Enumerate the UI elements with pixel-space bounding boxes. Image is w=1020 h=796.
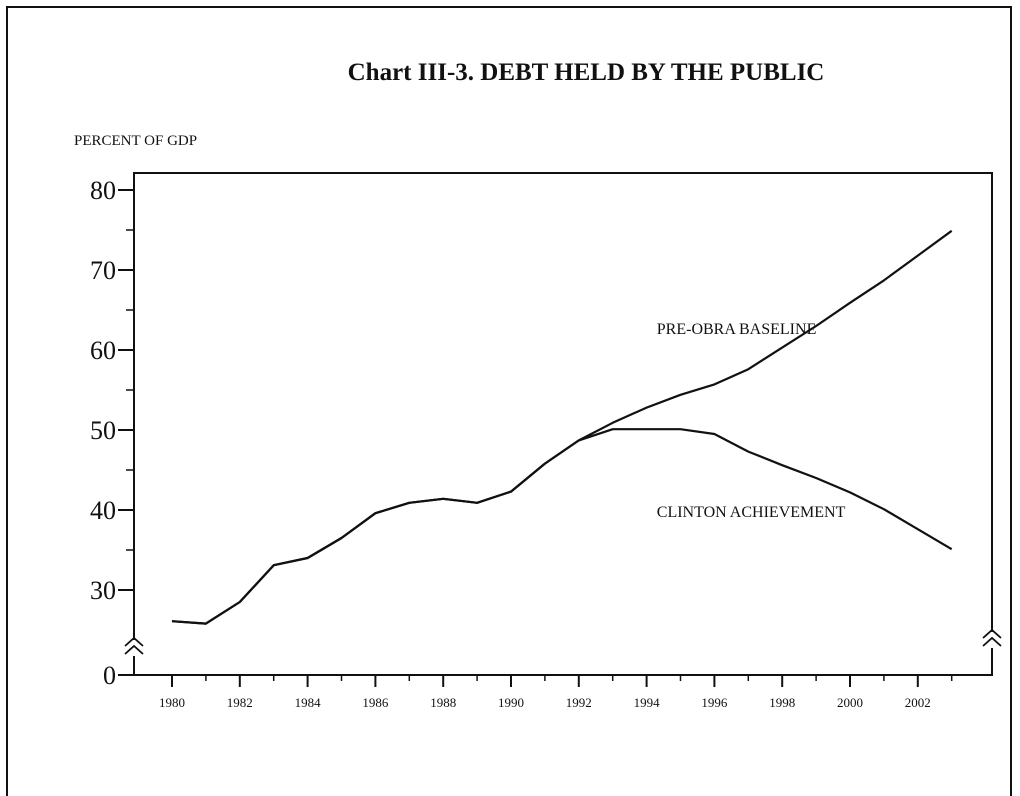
y-tick-label: 30	[90, 576, 116, 605]
y-tick-label: 40	[90, 496, 116, 525]
x-tick-label: 2002	[905, 695, 931, 710]
series-line	[172, 429, 952, 623]
x-tick-label: 1980	[159, 695, 185, 710]
x-tick-label: 1998	[769, 695, 795, 710]
y-tick-label: 50	[90, 416, 116, 445]
x-tick-label: 1994	[634, 695, 661, 710]
y-tick-label: 0	[103, 661, 116, 690]
x-tick-label: 1996	[701, 695, 728, 710]
chart-title: Chart III-3. DEBT HELD BY THE PUBLIC	[348, 59, 825, 86]
y-tick-label: 70	[90, 256, 116, 285]
x-tick-label: 1986	[362, 695, 389, 710]
y-tick-label: 60	[90, 336, 116, 365]
x-tick-label: 1988	[430, 695, 456, 710]
y-tick-label: 80	[90, 176, 116, 205]
x-tick-label: 1984	[295, 695, 322, 710]
plot-frame	[134, 173, 992, 675]
series-line	[172, 231, 952, 624]
x-tick-label: 1992	[566, 695, 592, 710]
series-annotation: PRE-OBRA BASELINE	[657, 321, 817, 338]
x-tick-label: 2000	[837, 695, 863, 710]
x-tick-label: 1990	[498, 695, 524, 710]
x-tick-label: 1982	[227, 695, 253, 710]
y-axis-label: PERCENT OF GDP	[74, 133, 197, 149]
series-annotation: CLINTON ACHIEVEMENT	[657, 504, 846, 521]
